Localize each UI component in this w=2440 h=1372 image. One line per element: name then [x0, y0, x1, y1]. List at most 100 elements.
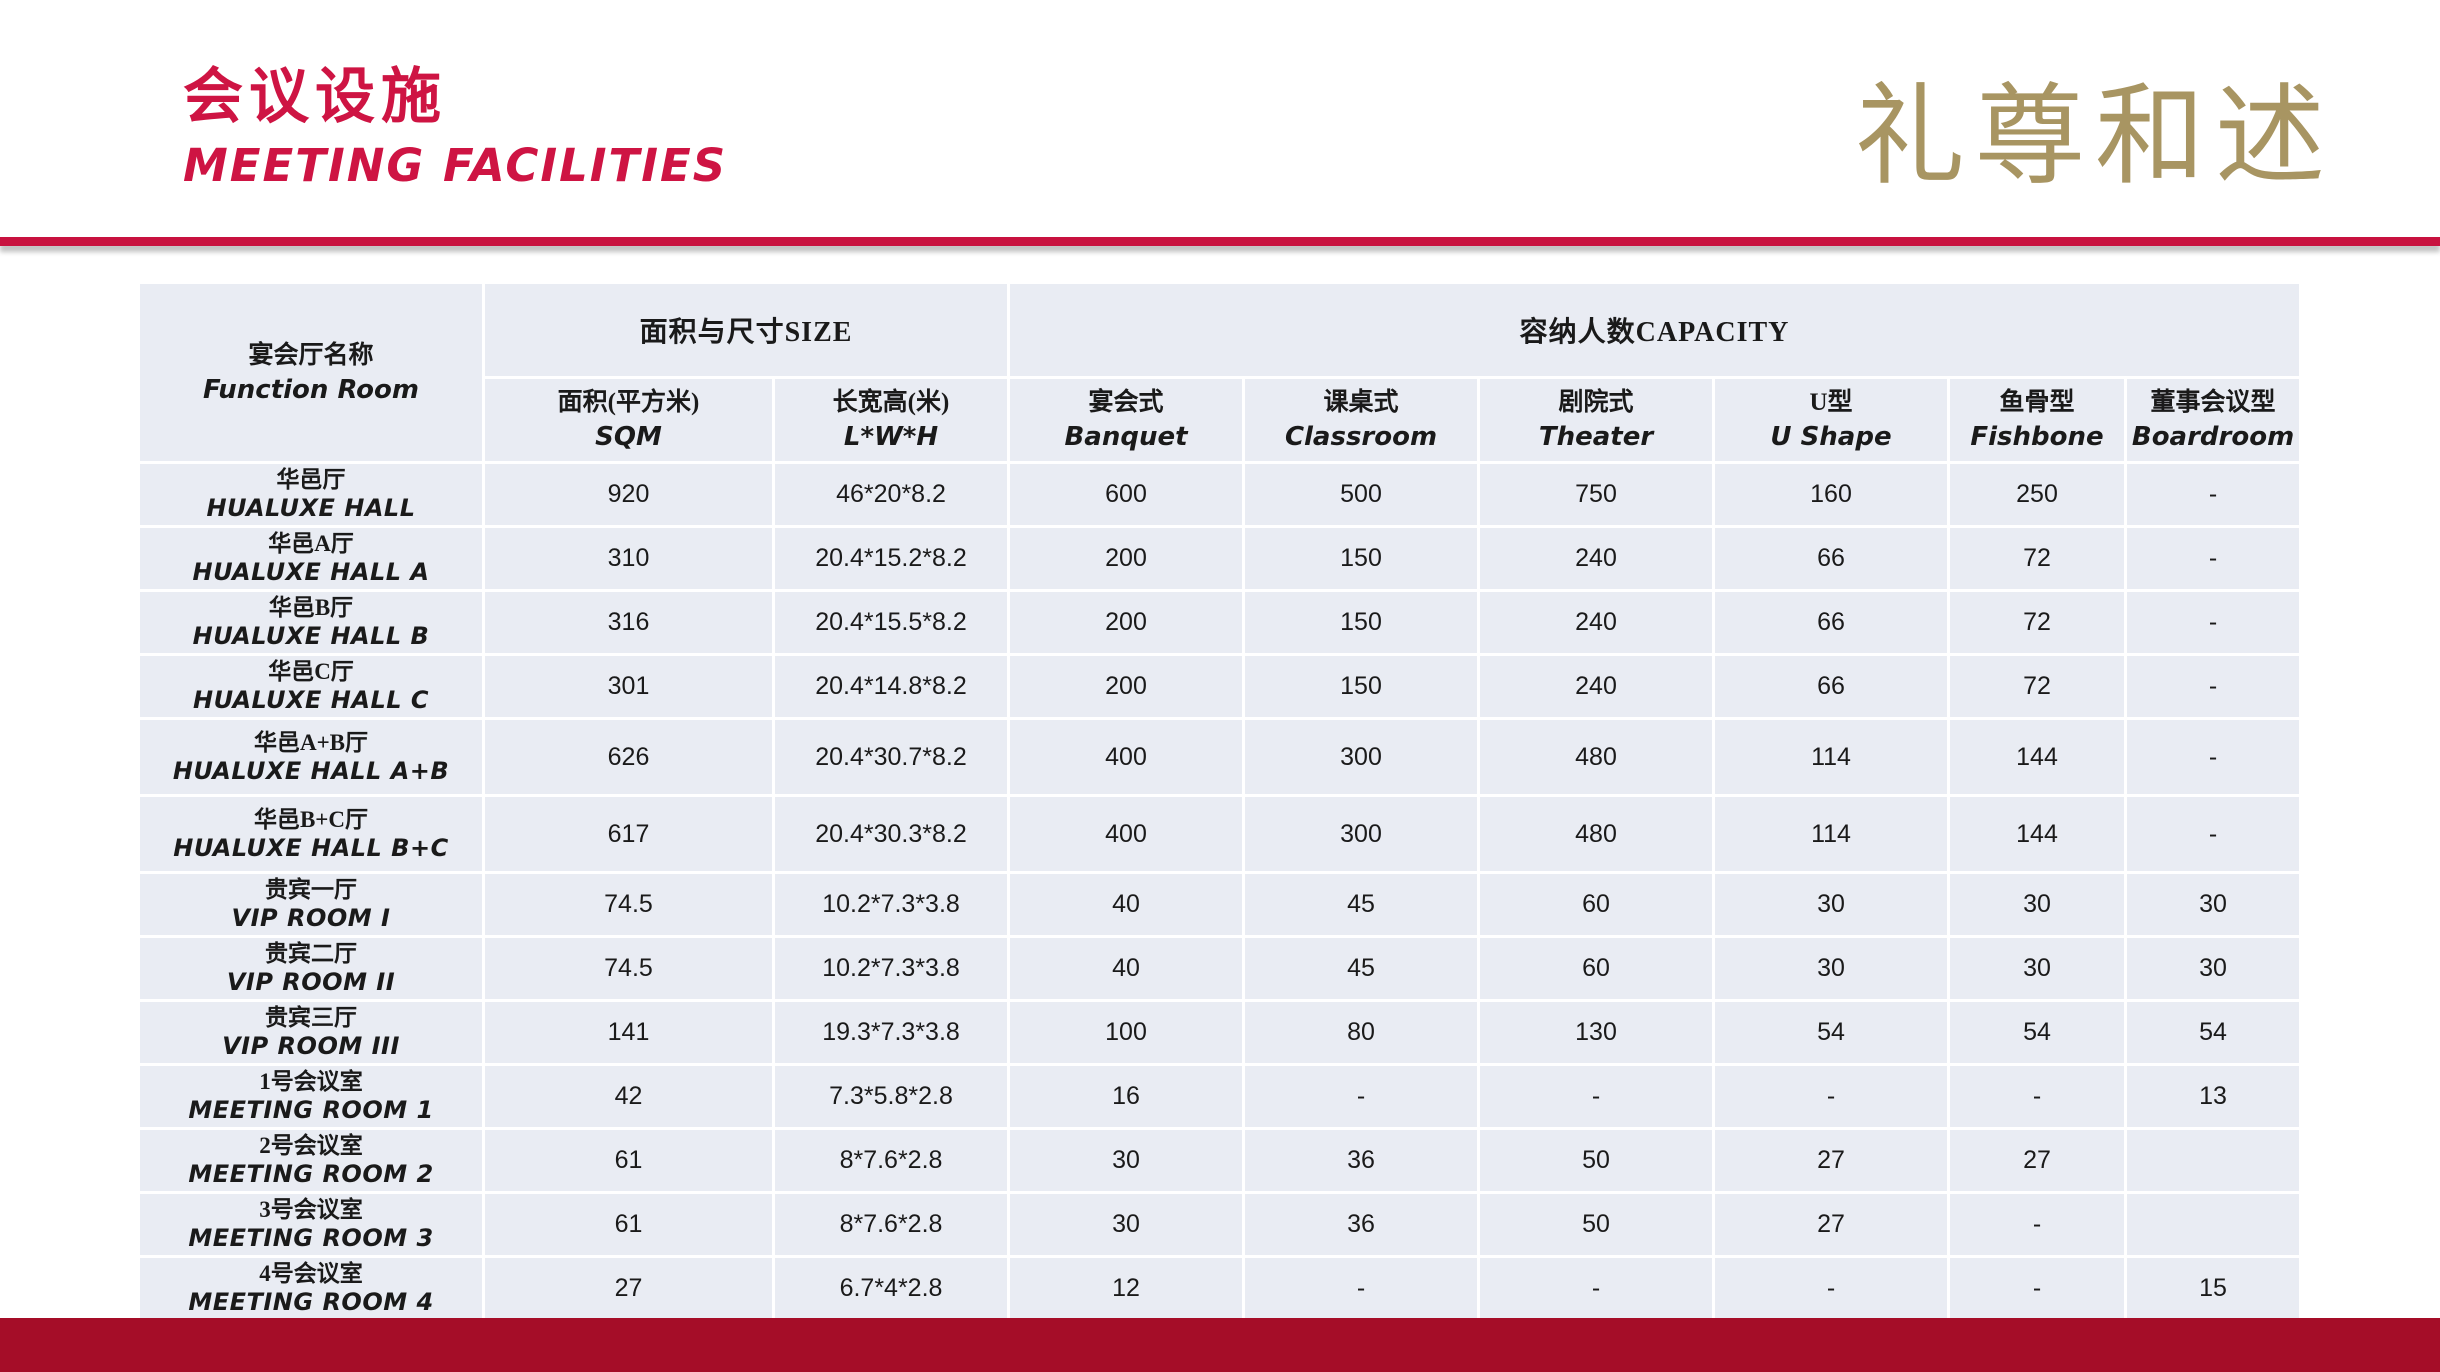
theater-cell: 240	[1480, 528, 1713, 589]
banquet-cell: 30	[1010, 1130, 1243, 1191]
fishbone-cell: 30	[1950, 874, 2125, 935]
fishbone-cell: 27	[1950, 1130, 2125, 1191]
fishbone-cell: 30	[1950, 938, 2125, 999]
boardroom-cell	[2127, 1194, 2300, 1255]
room-name-en: HUALUXE HALL	[206, 494, 416, 522]
theater-cell: 50	[1480, 1194, 1713, 1255]
room-name-cell: 贵宾二厅 VIP ROOM II	[140, 938, 482, 999]
ushape-cell: 160	[1715, 464, 1948, 525]
theater-cell: 130	[1480, 1002, 1713, 1063]
room-name-en: MEETING ROOM 2	[188, 1160, 434, 1188]
banquet-cell: 600	[1010, 464, 1243, 525]
sqm-cell: 27	[485, 1258, 772, 1319]
header-function-room-en: Function Room	[202, 374, 419, 405]
lwh-cell: 46*20*8.2	[775, 464, 1008, 525]
banquet-cell: 200	[1010, 656, 1243, 717]
classroom-cell: 45	[1245, 938, 1478, 999]
classroom-cell: 150	[1245, 592, 1478, 653]
lwh-cell: 7.3*5.8*2.8	[775, 1066, 1008, 1127]
lwh-cell: 6.7*4*2.8	[775, 1258, 1008, 1319]
header-col-sqm-cn: 面积(平方米)	[557, 389, 700, 416]
table-row: 华邑B厅 HUALUXE HALL B 316 20.4*15.5*8.2 20…	[140, 592, 2300, 653]
room-name-cn: 华邑A厅	[268, 531, 354, 556]
fishbone-cell: 144	[1950, 720, 2125, 794]
ushape-cell: 30	[1715, 938, 1948, 999]
header-col-theater: 剧院式 Theater	[1480, 379, 1713, 461]
theater-cell: 60	[1480, 874, 1713, 935]
room-name-cell: 华邑A+B厅 HUALUXE HALL A+B	[140, 720, 482, 794]
header-size-group: 面积与尺寸SIZE	[485, 284, 1008, 376]
classroom-cell: 150	[1245, 528, 1478, 589]
theater-cell: 60	[1480, 938, 1713, 999]
page-title-cn: 会议设施	[183, 64, 447, 130]
header-col-boardroom-en: Boardroom	[2131, 422, 2295, 452]
room-name-en: HUALUXE HALL B+C	[173, 833, 449, 862]
header-col-classroom: 课桌式 Classroom	[1245, 379, 1478, 461]
room-name-en: VIP ROOM III	[222, 1032, 400, 1060]
header-col-banquet: 宴会式 Banquet	[1010, 379, 1243, 461]
ushape-cell: 30	[1715, 874, 1948, 935]
sqm-cell: 316	[485, 592, 772, 653]
sqm-cell: 141	[485, 1002, 772, 1063]
classroom-cell: 150	[1245, 656, 1478, 717]
lwh-cell: 19.3*7.3*3.8	[775, 1002, 1008, 1063]
fishbone-cell: -	[1950, 1066, 2125, 1127]
fishbone-cell: -	[1950, 1258, 2125, 1319]
ushape-cell: 114	[1715, 797, 1948, 871]
sqm-cell: 74.5	[485, 874, 772, 935]
table-row: 贵宾三厅 VIP ROOM III 141 19.3*7.3*3.8 100 8…	[140, 1002, 2300, 1063]
room-name-cn: 3号会议室	[259, 1197, 363, 1222]
theater-cell: 750	[1480, 464, 1713, 525]
room-name-cn: 华邑B+C厅	[253, 806, 369, 832]
sqm-cell: 310	[485, 528, 772, 589]
table-row: 华邑A厅 HUALUXE HALL A 310 20.4*15.2*8.2 20…	[140, 528, 2300, 589]
lwh-cell: 20.4*15.2*8.2	[775, 528, 1008, 589]
room-name-en: HUALUXE HALL A+B	[172, 756, 450, 785]
table-row: 华邑C厅 HUALUXE HALL C 301 20.4*14.8*8.2 20…	[140, 656, 2300, 717]
header-col-boardroom-cn: 董事会议型	[2150, 389, 2276, 416]
sqm-cell: 61	[485, 1130, 772, 1191]
boardroom-cell: 54	[2127, 1002, 2300, 1063]
theater-cell: 480	[1480, 720, 1713, 794]
room-name-cn: 4号会议室	[259, 1261, 363, 1286]
banquet-cell: 400	[1010, 797, 1243, 871]
fishbone-cell: 144	[1950, 797, 2125, 871]
room-name-en: HUALUXE HALL A	[192, 558, 430, 586]
boardroom-cell: 15	[2127, 1258, 2300, 1319]
fishbone-cell: -	[1950, 1194, 2125, 1255]
banquet-cell: 16	[1010, 1066, 1243, 1127]
room-name-cell: 1号会议室 MEETING ROOM 1	[140, 1066, 482, 1127]
header-col-ushape-cn: U型	[1809, 389, 1853, 416]
theater-cell: -	[1480, 1258, 1713, 1319]
banquet-cell: 400	[1010, 720, 1243, 794]
fishbone-cell: 72	[1950, 528, 2125, 589]
room-name-cn: 贵宾二厅	[265, 941, 357, 966]
room-name-cell: 华邑A厅 HUALUXE HALL A	[140, 528, 482, 589]
lwh-cell: 20.4*30.7*8.2	[775, 720, 1008, 794]
room-name-en: MEETING ROOM 3	[188, 1224, 434, 1252]
header-columns-row: 面积(平方米) SQM 长宽高(米) L*W*H 宴会式 Banquet 课桌式…	[140, 379, 2300, 461]
boardroom-cell: -	[2127, 528, 2300, 589]
classroom-cell: -	[1245, 1066, 1478, 1127]
room-name-cell: 4号会议室 MEETING ROOM 4	[140, 1258, 482, 1319]
boardroom-cell: 13	[2127, 1066, 2300, 1127]
boardroom-cell: 30	[2127, 874, 2300, 935]
page-title-en: MEETING FACILITIES	[183, 139, 728, 192]
header-col-fishbone-en: Fishbone	[1970, 422, 2104, 452]
room-name-cn: 华邑C厅	[268, 659, 354, 684]
room-name-cn: 1号会议室	[259, 1069, 363, 1094]
ushape-cell: -	[1715, 1066, 1948, 1127]
classroom-cell: 500	[1245, 464, 1478, 525]
banquet-cell: 200	[1010, 592, 1243, 653]
room-name-en: MEETING ROOM 1	[188, 1096, 434, 1124]
ushape-cell: 66	[1715, 592, 1948, 653]
lwh-cell: 10.2*7.3*3.8	[775, 938, 1008, 999]
header-col-boardroom: 董事会议型 Boardroom	[2127, 379, 2300, 461]
page-title: 会议设施 MEETING FACILITIES	[183, 58, 727, 196]
header-col-classroom-en: Classroom	[1284, 422, 1438, 452]
header-group-row: 宴会厅名称 Function Room 面积与尺寸SIZE 容纳人数CAPACI…	[140, 284, 2300, 461]
boardroom-cell: -	[2127, 592, 2300, 653]
table-row: 华邑A+B厅 HUALUXE HALL A+B 626 20.4*30.7*8.…	[140, 720, 2300, 794]
banquet-cell: 100	[1010, 1002, 1243, 1063]
